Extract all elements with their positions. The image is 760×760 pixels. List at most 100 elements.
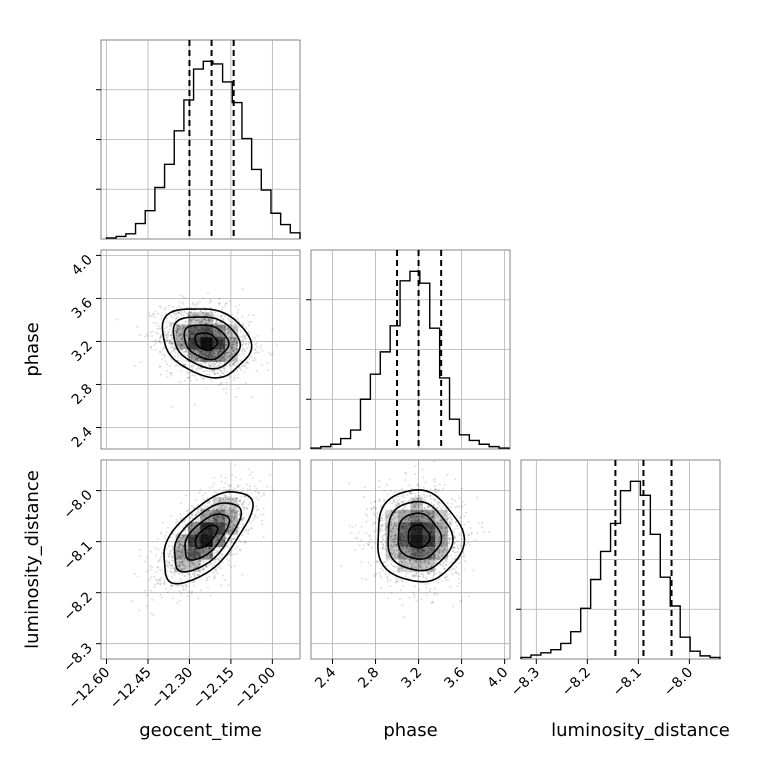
- scatter-point: [195, 351, 198, 354]
- scatter-point: [175, 330, 178, 333]
- scatter-point: [233, 347, 236, 350]
- scatter-point: [214, 330, 217, 333]
- scatter-point: [220, 321, 223, 324]
- scatter-point: [223, 325, 226, 328]
- scatter-point: [184, 333, 187, 336]
- scatter-point: [209, 314, 212, 317]
- scatter-point: [449, 505, 452, 508]
- scatter-point: [208, 575, 211, 578]
- scatter-point: [138, 609, 141, 612]
- scatter-point: [217, 349, 220, 352]
- scatter-point: [228, 349, 231, 352]
- scatter-point: [198, 300, 201, 303]
- scatter-point: [216, 323, 219, 326]
- scatter-point: [378, 486, 381, 489]
- scatter-point: [354, 548, 357, 551]
- scatter-point: [179, 347, 182, 350]
- scatter-point: [200, 376, 203, 379]
- scatter-point: [244, 343, 247, 345]
- scatter-point: [165, 531, 168, 534]
- scatter-point: [363, 486, 366, 489]
- scatter-point: [181, 340, 184, 343]
- scatter-point: [239, 498, 242, 501]
- scatter-point: [151, 565, 154, 568]
- scatter-point: [236, 545, 239, 548]
- scatter-point: [253, 515, 256, 518]
- scatter-point: [192, 349, 195, 352]
- scatter-point: [238, 539, 241, 542]
- scatter-point: [194, 314, 197, 317]
- scatter-point: [228, 328, 230, 331]
- scatter-point: [212, 355, 215, 358]
- scatter-point: [172, 597, 174, 600]
- scatter-point: [231, 336, 233, 339]
- scatter-point: [205, 322, 208, 325]
- scatter-point: [257, 334, 259, 337]
- scatter-point: [254, 513, 257, 516]
- scatter-point: [189, 352, 192, 355]
- scatter-point: [230, 322, 233, 324]
- scatter-point: [210, 366, 213, 369]
- scatter-point: [201, 362, 204, 364]
- scatter-point: [222, 574, 225, 577]
- scatter-point: [228, 361, 231, 364]
- scatter-point: [243, 334, 246, 337]
- scatter-point: [218, 488, 221, 491]
- scatter-point: [214, 322, 217, 325]
- scatter-point: [171, 342, 174, 345]
- scatter-point: [139, 361, 142, 364]
- scatter-point: [188, 356, 191, 358]
- scatter-point: [228, 364, 231, 367]
- scatter-point: [169, 365, 171, 367]
- scatter-point: [186, 354, 189, 357]
- scatter-point: [154, 570, 157, 573]
- scatter-point: [225, 392, 228, 395]
- scatter-point: [190, 353, 193, 356]
- scatter-point: [212, 361, 214, 364]
- scatter-point: [169, 314, 172, 317]
- scatter-point: [160, 335, 163, 338]
- scatter-point: [461, 500, 464, 503]
- scatter-point: [169, 346, 172, 349]
- scatter-point: [208, 373, 211, 376]
- scatter-point: [180, 306, 182, 309]
- scatter-point: [216, 361, 219, 364]
- scatter-point: [261, 364, 264, 366]
- scatter-point: [215, 332, 218, 335]
- scatter-point: [181, 344, 184, 347]
- scatter-point: [145, 605, 148, 607]
- scatter-point: [460, 506, 463, 509]
- scatter-point: [361, 577, 364, 580]
- density-cell: [225, 349, 238, 362]
- scatter-point: [197, 356, 200, 359]
- scatter-point: [216, 335, 219, 338]
- scatter-point: [235, 348, 238, 350]
- scatter-point: [198, 319, 201, 322]
- scatter-point: [173, 330, 176, 333]
- scatter-point: [205, 313, 207, 316]
- scatter-point: [170, 333, 173, 336]
- scatter-point: [178, 335, 181, 338]
- scatter-point: [232, 336, 235, 339]
- scatter-point: [198, 321, 201, 324]
- scatter-point: [138, 334, 141, 337]
- scatter-point: [216, 325, 219, 328]
- scatter-point: [197, 349, 200, 352]
- scatter-point: [463, 503, 466, 506]
- scatter-point: [249, 521, 252, 524]
- scatter-point: [232, 358, 235, 361]
- scatter-point: [180, 338, 183, 341]
- scatter-point: [189, 375, 192, 378]
- scatter-point: [462, 551, 465, 554]
- scatter-point: [373, 513, 376, 516]
- scatter-point: [237, 387, 240, 389]
- scatter-point: [175, 313, 178, 316]
- scatter-point: [221, 318, 224, 321]
- density-cell: [200, 312, 213, 325]
- scatter-point: [214, 363, 217, 365]
- scatter-point: [153, 575, 156, 578]
- scatter-point: [190, 319, 193, 322]
- scatter-point: [241, 573, 244, 576]
- scatter-point: [224, 352, 227, 355]
- scatter-point: [181, 348, 184, 351]
